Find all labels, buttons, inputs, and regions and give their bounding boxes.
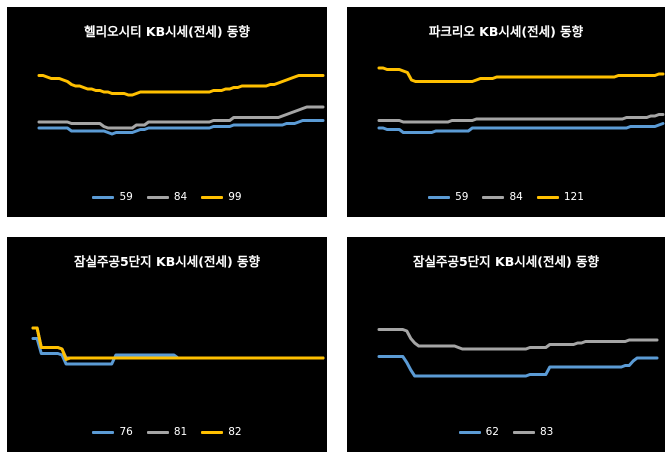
series-line-76 [31,337,325,366]
legend-label: 84 [173,191,188,203]
legend-swatch [92,195,115,199]
legend-label: 59 [455,191,469,203]
legend-item: 121 [536,191,584,203]
legend-swatch [201,195,224,199]
legend-item: 81 [146,426,188,438]
legend-item: 59 [428,191,468,203]
chart-legend: 62 83 [347,426,665,438]
chart-title: 잠실주공5단지 KB시세(전세) 동향 [73,254,261,269]
series-line-81 [31,326,325,360]
series-line-59 [377,122,665,134]
legend-item: 76 [92,426,133,438]
legend-label: 82 [228,426,242,438]
chart-legend: 59 84 99 [7,191,327,203]
series-line-82 [31,326,325,361]
legend-swatch [92,430,115,434]
chart-plot [377,328,659,378]
legend-item: 82 [201,426,242,438]
legend-item: 62 [458,426,499,438]
legend-label: 62 [485,426,499,438]
legend-label: 99 [228,191,242,203]
legend-swatch [536,195,559,199]
chart-plot [37,74,325,136]
chart-panel-jamsil-5-a: 잠실주공5단지 KB시세(전세) 동향 76 81 82 [7,237,327,452]
chart-plot [31,326,325,366]
chart-title: 파크리오 KB시세(전세) 동향 [428,24,584,39]
legend-label: 121 [563,191,584,203]
chart-panel-park-rio: 파크리오 KB시세(전세) 동향 59 84 121 [347,7,665,217]
series-line-99 [37,74,325,97]
legend-label: 76 [119,426,133,438]
series-line-83 [377,328,659,351]
legend-item: 84 [482,191,523,203]
series-line-84 [377,113,665,124]
chart-title: 헬리오시티 KB시세(전세) 동향 [84,24,250,39]
legend-label: 59 [119,191,133,203]
chart-title: 잠실주공5단지 KB시세(전세) 동향 [412,254,600,269]
legend-swatch [146,430,169,434]
legend-swatch [458,430,481,434]
legend-swatch [146,195,169,199]
legend-swatch [428,195,451,199]
legend-item: 83 [513,426,553,438]
legend-swatch [513,430,535,434]
legend-item: 99 [201,191,242,203]
legend-item: 84 [146,191,188,203]
legend-item: 59 [92,191,133,203]
chart-legend: 59 84 121 [347,191,665,203]
legend-label: 84 [509,191,523,203]
legend-swatch [482,195,505,199]
legend-label: 83 [540,426,554,438]
chart-panel-helio-city: 헬리오시티 KB시세(전세) 동향 59 84 99 [7,7,327,217]
chart-legend: 76 81 82 [7,426,327,438]
chart-plot [377,66,665,134]
chart-panel-jamsil-5-b: 잠실주공5단지 KB시세(전세) 동향 62 83 [347,237,665,452]
series-line-62 [377,355,659,378]
series-line-84 [37,105,325,130]
series-line-59 [37,119,325,136]
legend-label: 81 [173,426,188,438]
series-line-121 [377,66,665,83]
legend-swatch [201,430,224,434]
